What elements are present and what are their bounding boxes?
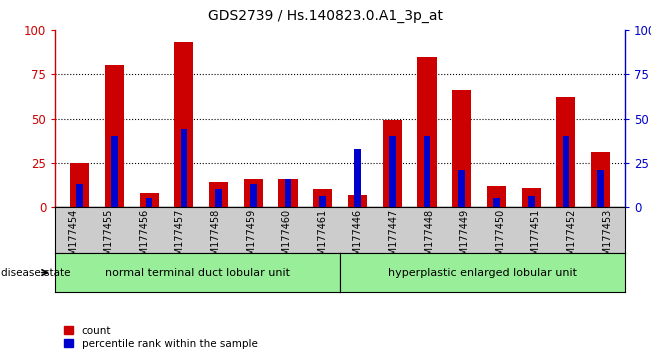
Bar (215, 189, 222, 207)
Bar (424, 136, 430, 207)
Text: GSM177458: GSM177458 (210, 209, 221, 268)
Text: GSM177449: GSM177449 (460, 209, 470, 268)
Bar (243, 179, 263, 207)
Bar (452, 90, 471, 207)
Bar (279, 179, 298, 207)
Bar (591, 152, 610, 207)
Text: GSM177451: GSM177451 (531, 209, 541, 268)
Text: GSM177453: GSM177453 (602, 209, 612, 268)
Bar (383, 120, 402, 207)
Bar (493, 198, 500, 207)
Text: GSM177455: GSM177455 (104, 209, 114, 268)
Text: GDS2739 / Hs.140823.0.A1_3p_at: GDS2739 / Hs.140823.0.A1_3p_at (208, 9, 443, 23)
Text: GSM177446: GSM177446 (353, 209, 363, 268)
Bar (487, 186, 506, 207)
Bar (528, 196, 534, 207)
Bar (146, 198, 152, 207)
Text: normal terminal duct lobular unit: normal terminal duct lobular unit (105, 268, 290, 278)
Bar (458, 170, 465, 207)
Bar (174, 42, 193, 207)
Bar (348, 195, 367, 207)
Text: GSM177450: GSM177450 (495, 209, 505, 268)
Text: GSM177456: GSM177456 (139, 209, 149, 268)
Bar (417, 57, 437, 207)
Bar (111, 136, 118, 207)
Bar (139, 193, 159, 207)
Bar (284, 179, 292, 207)
Bar (562, 136, 569, 207)
Bar (76, 184, 83, 207)
Bar (250, 184, 256, 207)
Text: hyperplastic enlarged lobular unit: hyperplastic enlarged lobular unit (388, 268, 577, 278)
Bar (180, 129, 187, 207)
Bar (557, 97, 575, 207)
Text: GSM177457: GSM177457 (175, 209, 185, 268)
Text: disease state: disease state (1, 268, 71, 278)
Text: GSM177452: GSM177452 (566, 209, 577, 268)
Text: GSM177461: GSM177461 (317, 209, 327, 268)
Text: GSM177448: GSM177448 (424, 209, 434, 268)
Text: GSM177459: GSM177459 (246, 209, 256, 268)
Bar (209, 182, 228, 207)
Legend: count, percentile rank within the sample: count, percentile rank within the sample (64, 326, 257, 349)
Bar (320, 196, 326, 207)
Text: GSM177454: GSM177454 (68, 209, 78, 268)
Bar (389, 136, 396, 207)
Bar (354, 149, 361, 207)
Bar (105, 65, 124, 207)
Bar (598, 170, 604, 207)
Bar (521, 188, 541, 207)
Text: GSM177447: GSM177447 (389, 209, 398, 268)
Bar (70, 163, 89, 207)
Bar (313, 189, 332, 207)
Text: GSM177460: GSM177460 (282, 209, 292, 268)
